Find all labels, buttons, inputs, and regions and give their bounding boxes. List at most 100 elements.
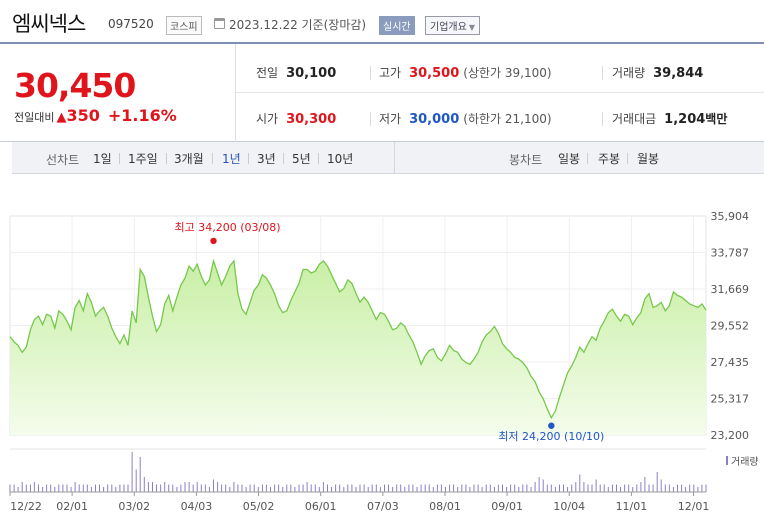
period-1d[interactable]: 1일 [93,152,112,166]
volume-bar [180,484,182,492]
volume-bar [681,484,683,492]
volume-bar [298,484,300,492]
volume-bar [579,474,581,492]
volume-bar [400,484,402,492]
lower-limit: (하한가 21,100) [463,112,552,126]
market-badge: 코스피 [166,16,202,35]
realtime-button[interactable]: 실시간 [379,16,415,35]
volume-bar [265,484,267,492]
volume-bar [652,484,654,492]
volume-bar [74,482,76,492]
volume-bar [514,484,516,492]
period-10y[interactable]: 10년 [327,152,354,166]
volume-bar [147,482,149,492]
stat-separator [602,66,603,80]
amount-label: 거래대금 [612,112,657,126]
candle-daily[interactable]: 일봉 [558,152,581,166]
volume-bar [290,484,292,492]
volume-bar [200,484,202,492]
volume-bar [46,484,48,492]
max-price-annotation: 최고 34,200 (03/08) [175,221,281,234]
volume-bar [286,484,288,492]
volume-bar [595,479,597,492]
candle-monthly[interactable]: 월봉 [637,152,660,166]
prev-close-label: 전일 [256,66,279,80]
quote-panel: 30,450 전일대비 ▲350 +1.16% 전일 30,100 고가 30,500(… [0,42,764,142]
period-3y[interactable]: 3년 [257,152,276,166]
volume-bar [384,484,385,492]
volume-bar [318,487,320,492]
volume-bar [587,484,589,492]
volume-bar [502,484,503,492]
volume-bar [86,484,88,492]
base-date: 2023.12.22 기준(장마감) [229,18,367,32]
period-1y[interactable]: 1년 [222,152,241,166]
volume-bar [497,484,499,492]
volume-bar [233,482,235,492]
volume-bar [388,484,389,492]
volume-bar [445,487,446,492]
price-line [9,258,707,420]
volume-bar [156,484,157,492]
volume-bar [546,484,548,492]
volume-bar [668,484,670,492]
period-3m[interactable]: 3개월 [174,152,204,166]
x-tick-label: 12/01 [678,500,710,513]
volume-bar [603,484,605,492]
volume-bar [294,487,296,492]
max-price-marker [210,237,217,245]
volume-bar [335,484,337,492]
volume-bar [648,484,650,492]
volume-bar [278,484,280,492]
volume-bar [481,487,483,492]
price-area [10,260,706,435]
volume-bar [351,484,353,492]
volume-bar [465,484,467,492]
period-5y[interactable]: 5년 [292,152,311,166]
open-value: 30,300 [286,112,337,127]
volume-bar [672,487,674,492]
volume-bar [583,482,585,492]
volume-bar [689,484,691,492]
volume-bar [550,484,552,492]
volume-bar [261,484,263,492]
volume-bar [567,487,569,492]
volume-bar [139,457,141,492]
volume-bar [135,469,137,492]
change-percent: +1.16% [107,106,177,125]
candle-weekly[interactable]: 주봉 [598,152,621,166]
volume-bar [176,487,178,492]
volume-bar [127,484,129,492]
volume-bar [554,487,556,492]
y-tick-label: 25,317 [711,393,750,406]
volume-bar [359,484,361,492]
volume-bar [420,484,422,492]
volume-bar [363,484,365,492]
x-tick-label: 09/01 [491,500,523,513]
volume-bar [436,484,438,492]
company-info-button[interactable]: 기업개요 ▼ [425,16,480,35]
chart-grid [10,216,706,435]
volume-label: 거래량 [612,66,646,80]
toolbar-separator [166,153,167,164]
period-1w[interactable]: 1주일 [128,152,158,166]
volume-bar [591,484,593,492]
volume-bar [245,487,247,492]
prev-close-stat: 전일 30,100 [256,64,336,81]
volume-bar [575,482,577,492]
x-tick-label: 11/01 [616,500,648,513]
low-value: 30,000 [409,112,460,127]
toolbar-separator [283,153,284,164]
open-label: 시가 [256,112,279,126]
min-price-marker [548,422,555,429]
volume-value: 39,844 [653,66,704,81]
high-stat: 고가 30,500 (상한가 39,100) [379,64,552,81]
volume-bar [632,487,634,492]
volume-bar [477,484,479,492]
volume-bar [331,487,332,492]
x-tick-label: 04/03 [181,500,213,513]
volume-bar [518,487,520,492]
volume-bar [379,487,381,492]
volume-bar [473,484,475,492]
volume-bar [62,484,64,492]
